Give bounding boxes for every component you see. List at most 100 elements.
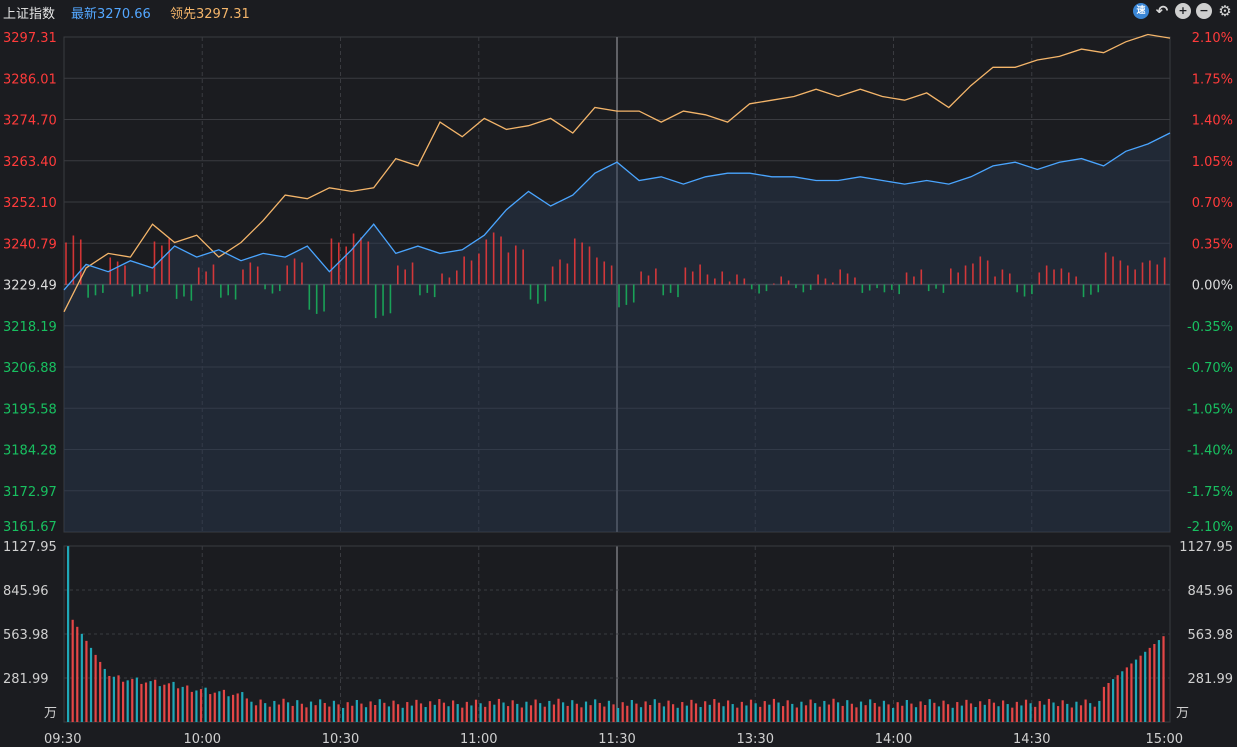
- volume-bar: [777, 702, 780, 722]
- volume-bar: [392, 700, 395, 722]
- volume-bar: [213, 692, 216, 722]
- volume-bar: [956, 702, 959, 722]
- volume-bar: [1148, 647, 1151, 722]
- volume-bar: [287, 702, 290, 722]
- volume-bar: [337, 704, 340, 722]
- volume-bar: [250, 701, 253, 722]
- volume-bar: [1112, 679, 1115, 722]
- volume-bar: [1057, 706, 1060, 722]
- y-right-tick: -0.70%: [1187, 361, 1233, 376]
- volume-bar: [300, 703, 303, 722]
- volume-bar: [291, 705, 294, 722]
- volume-bar: [493, 704, 496, 722]
- volume-bar: [649, 704, 652, 722]
- volume-bar: [662, 706, 666, 722]
- y-right-tick: 0.70%: [1192, 196, 1233, 211]
- y-left-tick: 3218.19: [3, 320, 57, 335]
- volume-bar: [704, 701, 707, 722]
- volume-bar: [415, 699, 418, 722]
- volume-bar: [924, 704, 927, 722]
- volume-bar: [869, 699, 872, 722]
- volume-bar: [580, 707, 583, 722]
- volume-bar: [795, 707, 798, 722]
- x-tick: 14:00: [875, 732, 912, 747]
- volume-bar: [401, 707, 404, 722]
- volume-bar: [259, 699, 262, 722]
- volume-bar: [896, 702, 899, 722]
- volume-bar: [103, 668, 106, 722]
- volume-bar: [227, 696, 230, 722]
- y-right-tick: 1.05%: [1192, 155, 1233, 170]
- volume-tick: 1127.95: [1179, 540, 1233, 555]
- volume-bar: [135, 677, 138, 722]
- volume-bar: [190, 691, 193, 722]
- volume-bar: [658, 702, 661, 722]
- volume-bar: [296, 700, 299, 722]
- volume-tick: 845.96: [1188, 584, 1234, 599]
- zoom-in-icon[interactable]: +: [1175, 3, 1191, 19]
- volume-bar: [594, 699, 597, 722]
- lead-price: 领先3297.31: [170, 7, 250, 22]
- volume-bar: [309, 701, 313, 722]
- volume-bar: [837, 702, 840, 722]
- volume-tick: 563.98: [1188, 628, 1234, 643]
- speed-icon[interactable]: 速: [1133, 3, 1149, 19]
- volume-bar: [1144, 651, 1147, 722]
- volume-bar: [997, 706, 1000, 722]
- volume-bar: [254, 705, 258, 722]
- volume-bar: [410, 705, 413, 722]
- volume-bar: [323, 702, 326, 722]
- volume-bar: [364, 707, 368, 722]
- volume-bar: [1070, 707, 1073, 722]
- volume-bar: [1061, 700, 1064, 722]
- volume-bar: [1153, 643, 1156, 722]
- volume-bar: [511, 700, 514, 722]
- volume-bar: [158, 686, 161, 722]
- volume-bar: [447, 706, 450, 722]
- volume-bar: [1002, 700, 1005, 722]
- volume-bar: [901, 705, 904, 722]
- y-left-tick: 3297.31: [3, 31, 57, 46]
- volume-bar: [529, 705, 533, 722]
- latest-price: 最新3270.66: [71, 7, 151, 22]
- volume-bar: [612, 704, 615, 722]
- volume-bar: [245, 698, 248, 722]
- volume-bar: [1098, 700, 1101, 722]
- volume-bar: [1107, 682, 1110, 722]
- volume-bar: [268, 706, 271, 722]
- volume-bar: [905, 699, 908, 722]
- volume-bar: [488, 701, 491, 722]
- volume-bar: [575, 703, 578, 722]
- volume-bar: [1116, 675, 1119, 722]
- volume-bar: [209, 694, 212, 722]
- price-area: [64, 133, 1170, 532]
- zoom-out-icon[interactable]: −: [1196, 3, 1212, 19]
- volume-bar: [452, 700, 455, 722]
- undo-icon[interactable]: ↶: [1155, 2, 1169, 20]
- volume-bar: [626, 705, 629, 722]
- settings-icon[interactable]: ⚙: [1218, 2, 1232, 20]
- volume-tick: 845.96: [3, 584, 49, 599]
- y-right-tick: -1.75%: [1187, 485, 1233, 500]
- volume-bar: [759, 706, 762, 722]
- volume-bar: [548, 700, 551, 722]
- volume-bar: [763, 701, 766, 722]
- volume-bar: [717, 702, 721, 722]
- volume-bar: [933, 702, 936, 722]
- x-tick: 11:30: [598, 732, 635, 747]
- volume-bar: [621, 702, 624, 722]
- volume-bar: [859, 701, 863, 722]
- volume-bar: [76, 626, 79, 722]
- volume-bar: [181, 686, 184, 722]
- volume-bar: [910, 703, 913, 722]
- y-right-tick: 1.75%: [1192, 72, 1233, 87]
- volume-bar: [878, 706, 881, 722]
- volume-bar: [800, 701, 803, 722]
- y-left-tick: 3161.67: [3, 520, 57, 535]
- y-left-tick: 3240.79: [3, 237, 57, 252]
- volume-bar: [149, 681, 152, 722]
- volume-bar: [988, 699, 991, 722]
- volume-bar: [1034, 706, 1037, 722]
- volume-bar: [461, 707, 464, 722]
